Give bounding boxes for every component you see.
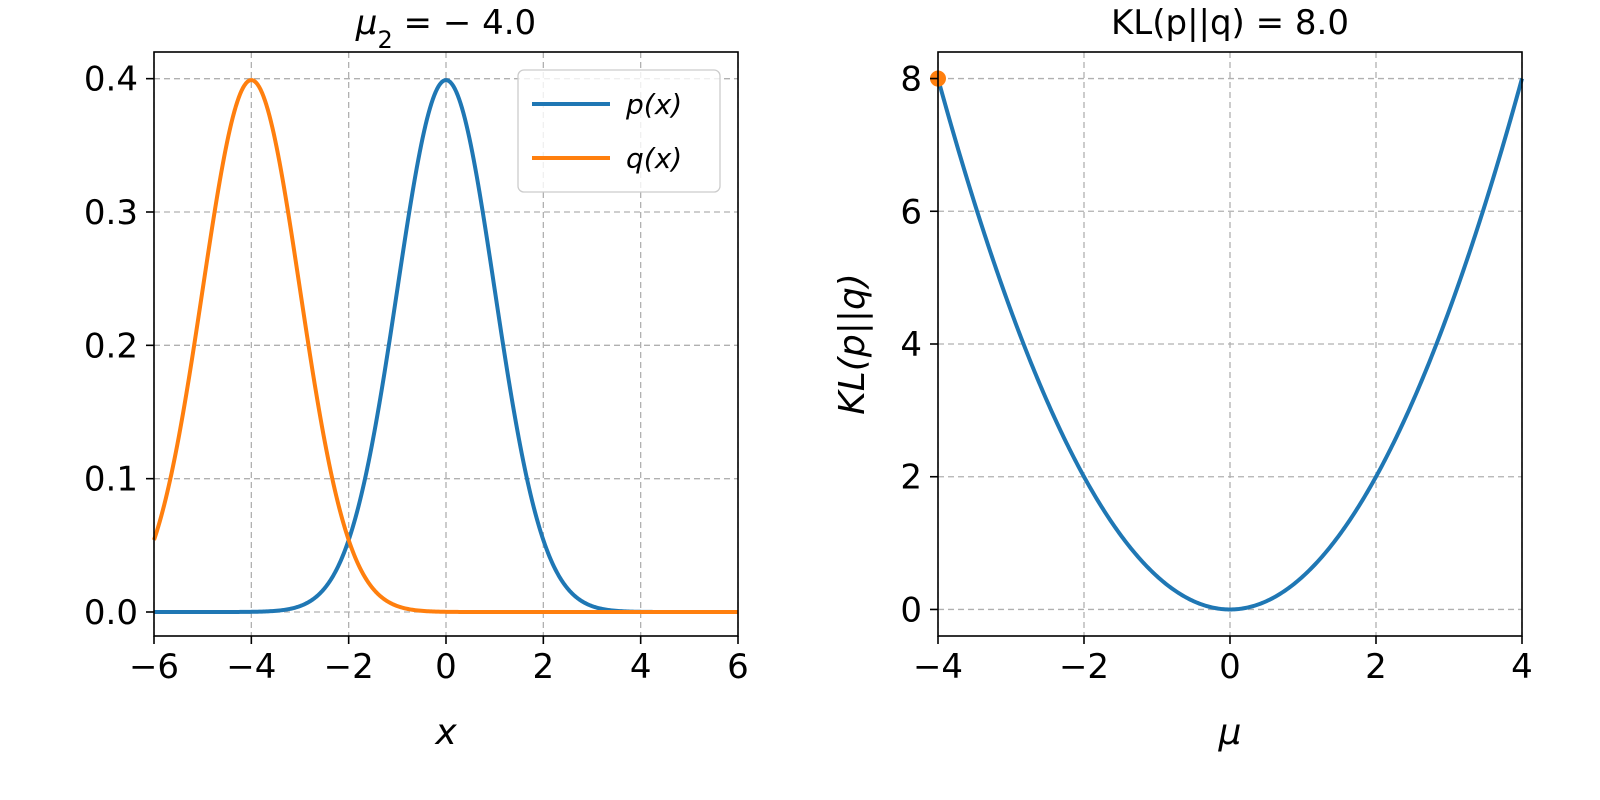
chart-left-density: −6 −4 −2 0 2 4 6 0.0 0.1 0.2 0.3 0.4 μ2 = − 4.0 x p… — [84, 3, 749, 753]
legend-box — [517, 69, 721, 193]
right-xtick-label: 2 — [1365, 647, 1387, 687]
left-curves — [152, 78, 739, 614]
left-ytick-label: 0.4 — [84, 60, 138, 100]
legend-label-q: q(x) — [626, 142, 682, 175]
left-xtick-label: 6 — [727, 647, 749, 687]
left-chart-title: μ2 = − 4.0 — [355, 3, 536, 54]
right-ticks: −4 −2 0 2 4 0 2 4 6 8 — [900, 60, 1532, 687]
right-series-kl-curve — [936, 78, 1524, 612]
right-ytick-label: 2 — [900, 458, 922, 498]
chart-right-kl: −4 −2 0 2 4 0 2 4 6 8 KL(p||q) = 8.0 μ KL(p||q) — [832, 3, 1533, 753]
legend-label-p: p(x) — [625, 88, 682, 121]
legend: p(x) q(x) — [517, 69, 721, 193]
left-ticks: −6 −4 −2 0 2 4 6 0.0 0.1 0.2 0.3 0.4 — [84, 60, 749, 687]
left-xtick-label: 4 — [630, 647, 652, 687]
right-ytick-label: 8 — [900, 60, 922, 100]
left-xtick-label: −4 — [226, 647, 276, 687]
left-ytick-label: 0.2 — [84, 326, 138, 366]
right-xtick-label: −2 — [1059, 647, 1109, 687]
left-xtick-label: −2 — [324, 647, 374, 687]
left-xtick-label: 2 — [533, 647, 555, 687]
left-xtick-label: −6 — [129, 647, 179, 687]
right-xtick-label: −4 — [913, 647, 963, 687]
left-series-q-x- — [152, 78, 739, 614]
right-curves — [930, 70, 1524, 612]
right-chart-title: KL(p||q) = 8.0 — [1111, 3, 1349, 43]
right-ytick-label: 0 — [900, 590, 922, 630]
left-ytick-label: 0.3 — [84, 193, 138, 233]
right-x-axis-label: μ — [1218, 712, 1242, 753]
left-ytick-label: 0.0 — [84, 593, 138, 633]
right-xtick-label: 0 — [1219, 647, 1241, 687]
left-ytick-label: 0.1 — [84, 460, 138, 500]
right-ytick-label: 6 — [900, 192, 922, 232]
right-xtick-label: 4 — [1511, 647, 1533, 687]
left-x-axis-label: x — [434, 712, 457, 753]
right-y-axis-label: KL(p||q) — [832, 273, 873, 415]
right-ytick-label: 4 — [900, 325, 922, 365]
left-xtick-label: 0 — [435, 647, 457, 687]
